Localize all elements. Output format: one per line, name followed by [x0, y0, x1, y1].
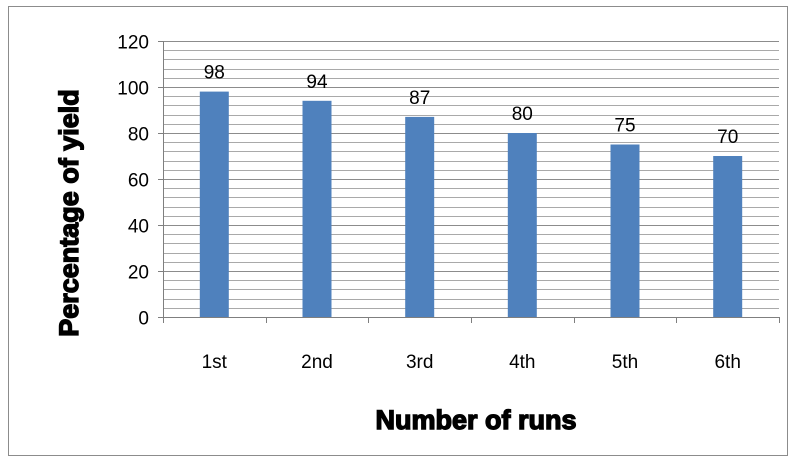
- x-tick-label: 5th: [612, 352, 638, 373]
- bar-5th: [610, 144, 640, 317]
- labels: 98 1st 94 2nd 87 3rd 80 4th 75 5th 70 6th 0 20 40 60 80 1…: [117, 33, 741, 374]
- bar-4th: [507, 133, 537, 317]
- y-tick-label: 60: [128, 171, 149, 192]
- data-label: 87: [409, 88, 430, 109]
- x-tick-label: 6th: [714, 352, 740, 373]
- data-label: 98: [204, 63, 225, 84]
- x-tick-label: 2nd: [301, 352, 333, 373]
- bar-3rd: [405, 116, 435, 318]
- x-tick-label: 3rd: [406, 352, 433, 373]
- bar-2nd: [302, 100, 332, 317]
- data-label: 75: [614, 116, 635, 137]
- data-label: 94: [306, 72, 328, 93]
- data-label: 80: [512, 104, 533, 125]
- x-axis-title: Number of runs: [375, 405, 576, 435]
- y-tick-label: 0: [138, 309, 149, 330]
- bar-1st: [199, 91, 229, 317]
- bar-6th: [713, 156, 743, 317]
- x-tick-label: 1st: [202, 352, 228, 373]
- y-tick-label: 120: [117, 33, 149, 54]
- x-tick-label: 4th: [509, 352, 535, 373]
- y-tick-label: 40: [128, 217, 149, 238]
- axes: [158, 41, 780, 323]
- y-tick-label: 20: [128, 263, 149, 284]
- data-label: 70: [717, 127, 738, 148]
- gridlines: [163, 41, 779, 309]
- y-tick-label: 100: [117, 79, 149, 100]
- bars: [199, 91, 743, 318]
- y-axis-title: Percentage of yield: [54, 89, 84, 337]
- chart-frame: [8, 6, 788, 456]
- y-tick-label: 80: [128, 125, 149, 146]
